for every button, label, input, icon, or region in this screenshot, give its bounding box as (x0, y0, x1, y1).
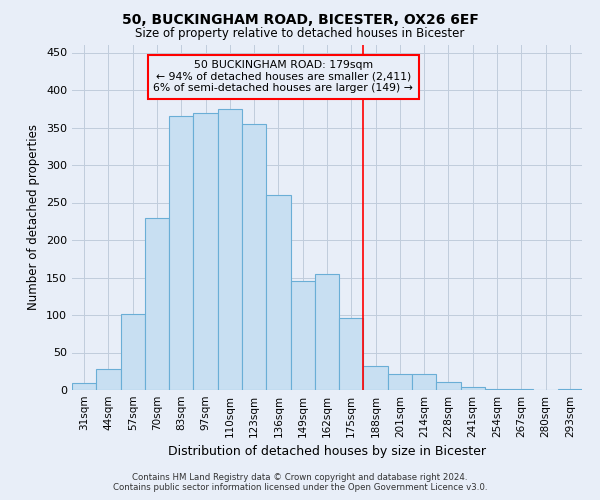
Bar (436, 382, 461, 390)
Bar (315, 274, 339, 390)
Text: 50, BUCKINGHAM ROAD, BICESTER, OX26 6EF: 50, BUCKINGHAM ROAD, BICESTER, OX26 6EF (122, 12, 478, 26)
Bar (364, 366, 388, 390)
Bar (145, 218, 169, 390)
Bar (290, 280, 315, 390)
Bar (121, 314, 145, 390)
Bar (339, 318, 364, 390)
Bar (558, 389, 582, 390)
Bar (169, 116, 193, 390)
Bar (266, 195, 290, 390)
Text: Size of property relative to detached houses in Bicester: Size of property relative to detached ho… (136, 28, 464, 40)
Bar (193, 112, 218, 390)
Bar (485, 388, 509, 390)
Text: Contains HM Land Registry data © Crown copyright and database right 2024.
Contai: Contains HM Land Registry data © Crown c… (113, 473, 487, 492)
Bar (461, 387, 485, 390)
Bar (218, 109, 242, 390)
Bar (509, 389, 533, 390)
Bar (72, 382, 96, 390)
Bar (388, 374, 412, 390)
X-axis label: Distribution of detached houses by size in Bicester: Distribution of detached houses by size … (168, 446, 486, 458)
Y-axis label: Number of detached properties: Number of detached properties (28, 124, 40, 310)
Text: 50 BUCKINGHAM ROAD: 179sqm
← 94% of detached houses are smaller (2,411)
6% of se: 50 BUCKINGHAM ROAD: 179sqm ← 94% of deta… (154, 60, 413, 93)
Bar (96, 369, 121, 390)
Bar (412, 374, 436, 390)
Bar (242, 124, 266, 390)
